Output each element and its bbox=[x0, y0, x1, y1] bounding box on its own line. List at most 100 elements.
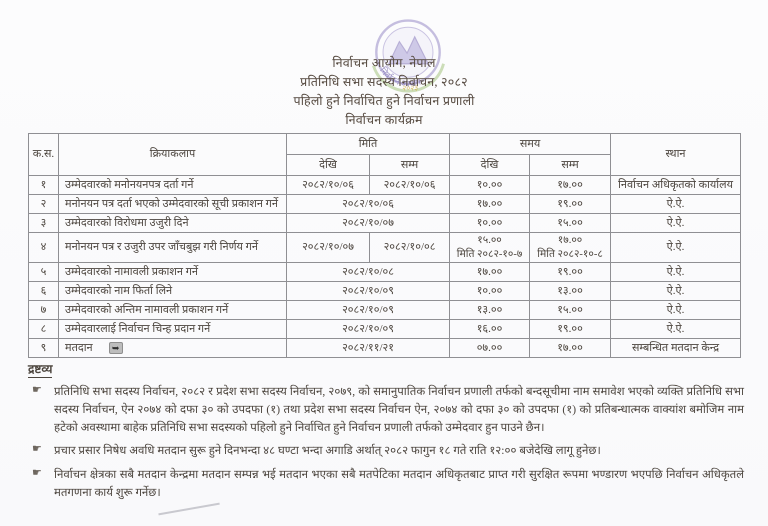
place-cell: निर्वाचन अधिकृतको कार्यालय bbox=[610, 175, 742, 195]
activity-cell: उम्मेदवारको अन्तिम नामावली प्रकाशन गर्ने bbox=[58, 300, 287, 320]
time-from-value: १५.०० bbox=[477, 235, 502, 247]
election-commission-seal-icon: निर्वाचन आयोग २०२३ bbox=[372, 19, 445, 93]
place-cell: ऐ.ऐ. bbox=[610, 232, 742, 263]
sn-cell: ४ bbox=[28, 232, 59, 263]
place-cell: ऐ.ऐ. bbox=[610, 262, 742, 282]
time-from-cell: १७.०० bbox=[449, 262, 531, 282]
date-cell: २०८२/१०/०६ bbox=[285, 194, 451, 214]
time-to-cell: १३.०० bbox=[529, 281, 612, 301]
pointing-hand-icon: ☛ bbox=[32, 443, 42, 456]
sn-cell: ८ bbox=[28, 319, 59, 339]
time-from-cell: १६.०० bbox=[449, 319, 531, 339]
col-date-from: देखि bbox=[286, 154, 370, 176]
table-row: ८ उम्मेदवारलाई निर्वाचन चिन्ह प्रदान गर्… bbox=[28, 319, 742, 339]
time-from-cell: १५.०० मिति २०८२-१०-७ bbox=[449, 232, 531, 263]
col-place: स्थान bbox=[610, 133, 742, 176]
table-row: ३ उम्मेदवारको विरोधमा उजुरी दिने २०८२/१०… bbox=[28, 213, 742, 233]
date-cell: २०८२/१०/०७ bbox=[285, 213, 451, 233]
time-from-cell: १०.०० bbox=[449, 175, 531, 195]
election-schedule-table: क.स. क्रियाकलाप मिति समय स्थान देखि सम्म… bbox=[28, 133, 742, 358]
sn-cell: १ bbox=[28, 175, 59, 195]
activity-label: मतदान bbox=[65, 341, 93, 354]
pointing-hand-icon: ☛ bbox=[32, 466, 42, 479]
note-text: निर्वाचन क्षेत्रका सबै मतदान केन्द्रमा म… bbox=[54, 468, 744, 499]
activity-cell: उम्मेदवारको नाम फिर्ता लिने bbox=[58, 281, 287, 301]
table-row: १ उम्मेदवारको मनोनयनपत्र दर्ता गर्ने २०८… bbox=[28, 175, 742, 195]
date-cell: २०८२/१०/०९ bbox=[285, 281, 451, 301]
place-cell: ऐ.ऐ. bbox=[610, 319, 742, 339]
date-to-cell: २०८२/१०/०८ bbox=[368, 232, 451, 263]
col-time: समय bbox=[449, 133, 612, 155]
note-item: ☛ प्रतिनिधि सभा सदस्य निर्वाचन, २०८२ र प… bbox=[28, 383, 744, 437]
note-item: ☛ प्रचार प्रसार निषेध अवधि मतदान सुरू हु… bbox=[28, 442, 744, 460]
date-from-cell: २०८२/१०/०७ bbox=[286, 232, 370, 263]
col-date: मिति bbox=[285, 133, 451, 155]
table-row: २ मनोनयन पत्र दर्ता भएको उम्मेदवारको सूच… bbox=[28, 194, 742, 214]
note-text: प्रतिनिधि सभा सदस्य निर्वाचन, २०८२ र प्र… bbox=[54, 386, 744, 435]
place-cell: ऐ.ऐ. bbox=[610, 300, 742, 320]
time-to-cell: १५.०० bbox=[529, 213, 612, 233]
table-row: ९ मतदान ➥ २०८२/११/२१ ०७.०० १७.०० सम्बन्धि… bbox=[28, 338, 742, 358]
notes-heading: द्रष्टव्य bbox=[28, 362, 53, 378]
time-from-date-note: मिति २०८२-१०-७ bbox=[456, 248, 523, 260]
activity-cell: उम्मेदवारलाई निर्वाचन चिन्ह प्रदान गर्ने bbox=[58, 319, 287, 339]
cursor-icon: ➥ bbox=[108, 342, 123, 355]
time-from-cell: १७.०० bbox=[449, 194, 531, 214]
sn-cell: ५ bbox=[28, 262, 59, 282]
activity-cell: उम्मेदवारको विरोधमा उजुरी दिने bbox=[58, 213, 287, 233]
sn-cell: ९ bbox=[28, 338, 59, 358]
time-to-cell: १९.०० bbox=[529, 319, 612, 339]
time-to-value: १७.०० bbox=[557, 235, 583, 247]
notes-section: द्रष्टव्य ☛ प्रतिनिधि सभा सदस्य निर्वाचन… bbox=[28, 360, 744, 507]
col-date-to: सम्म bbox=[368, 154, 451, 176]
date-cell: २०८२/११/२१ bbox=[285, 338, 451, 358]
date-cell: २०८२/१०/०९ bbox=[285, 319, 451, 339]
time-to-cell: १७.०० मिति २०८२-१०-८ bbox=[529, 232, 612, 263]
seal-year: २०२३ bbox=[402, 84, 418, 93]
col-time-from: देखि bbox=[449, 154, 531, 176]
activity-cell: मनोनयन पत्र दर्ता भएको उम्मेदवारको सूची … bbox=[58, 194, 287, 214]
program-title: निर्वाचन कार्यक्रम bbox=[345, 113, 423, 127]
time-from-cell: १०.०० bbox=[449, 213, 531, 233]
table-row: ५ उम्मेदवारको नामावली प्रकाशन गर्ने २०८२… bbox=[28, 262, 742, 282]
activity-cell: मनोनयन पत्र र उजुरी उपर जाँचबुझ गरी निर्… bbox=[58, 232, 287, 263]
note-text: प्रचार प्रसार निषेध अवधि मतदान सुरू हुने… bbox=[54, 445, 601, 458]
time-to-cell: १७.०० bbox=[529, 175, 612, 195]
note-item: ☛ निर्वाचन क्षेत्रका सबै मतदान केन्द्रमा… bbox=[28, 466, 744, 502]
date-cell: २०८२/१०/०९ bbox=[285, 300, 451, 320]
time-to-cell: १९.०० bbox=[529, 262, 612, 282]
time-from-cell: ०७.०० bbox=[449, 338, 531, 358]
pointing-hand-icon: ☛ bbox=[32, 384, 42, 396]
time-to-cell: १७.०० bbox=[529, 338, 612, 358]
time-to-cell: १५.०० bbox=[529, 300, 612, 320]
time-from-cell: १०.०० bbox=[449, 281, 531, 301]
election-title: प्रतिनिधि सभा सदस्य निर्वाचन, २०८२ bbox=[300, 75, 468, 89]
election-system: पहिलो हुने निर्वाचित हुने निर्वाचन प्रणा… bbox=[293, 94, 475, 108]
table-row: ७ उम्मेदवारको अन्तिम नामावली प्रकाशन गर्… bbox=[28, 300, 742, 320]
sn-cell: ६ bbox=[28, 281, 59, 301]
activity-cell: उम्मेदवारको नामावली प्रकाशन गर्ने bbox=[58, 262, 287, 282]
date-cell: २०८२/१०/०८ bbox=[285, 262, 451, 282]
table-header-row-1: क.स. क्रियाकलाप मिति समय स्थान bbox=[28, 133, 742, 176]
place-cell: ऐ.ऐ. bbox=[610, 213, 742, 233]
date-from-cell: २०८२/१०/०६ bbox=[286, 175, 370, 195]
activity-cell: मतदान ➥ bbox=[58, 338, 287, 358]
date-to-cell: २०८२/१०/०६ bbox=[368, 175, 451, 195]
col-activity: क्रियाकलाप bbox=[58, 133, 287, 176]
sn-cell: ७ bbox=[28, 300, 59, 320]
time-from-cell: १३.०० bbox=[449, 300, 531, 320]
document-header: निर्वाचन आयोग, नेपाल प्रतिनिधि सभा सदस्य… bbox=[0, 54, 768, 130]
place-cell: ऐ.ऐ. bbox=[610, 194, 742, 214]
sn-cell: २ bbox=[28, 194, 59, 214]
place-cell: सम्बन्धित मतदान केन्द्र bbox=[610, 338, 742, 358]
org-name: निर्वाचन आयोग, नेपाल bbox=[332, 56, 436, 70]
time-to-cell: १९.०० bbox=[529, 194, 612, 214]
col-time-to: सम्म bbox=[529, 154, 612, 176]
table-row: ४ मनोनयन पत्र र उजुरी उपर जाँचबुझ गरी नि… bbox=[28, 232, 742, 263]
activity-cell: उम्मेदवारको मनोनयनपत्र दर्ता गर्ने bbox=[58, 175, 287, 195]
table-row: ६ उम्मेदवारको नाम फिर्ता लिने २०८२/१०/०९… bbox=[28, 281, 742, 301]
place-cell: ऐ.ऐ. bbox=[610, 281, 742, 301]
col-sn: क.स. bbox=[28, 133, 59, 176]
sn-cell: ३ bbox=[28, 213, 59, 233]
